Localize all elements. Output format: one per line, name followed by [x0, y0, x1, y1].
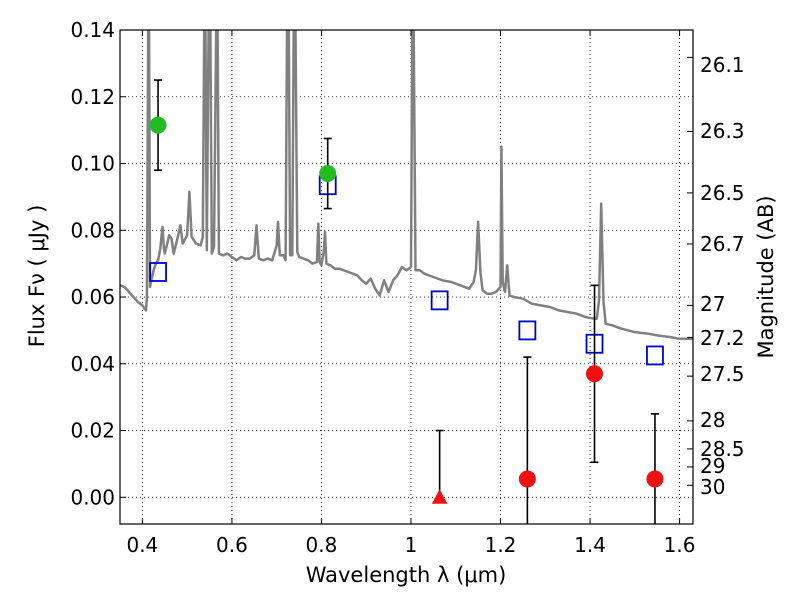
y2-tick-label: 28.5 — [700, 437, 745, 461]
x-tick-label: 1.6 — [664, 533, 696, 557]
model-photometry-marker — [646, 345, 664, 366]
model-photometry-marker — [518, 320, 537, 341]
y2-tick-label: 26.1 — [700, 53, 745, 77]
y-axis-label: Flux Fν ( μJy ) — [25, 205, 49, 348]
y-tick-label: 0.10 — [70, 152, 115, 176]
y2-tick-label: 27 — [700, 292, 725, 316]
spectrum-line — [120, 30, 693, 341]
axes: 0.4 0.6 0.8 1 1.2 1.4 1.6 0.00 0.02 0.04 0.06 0.08 0… — [70, 18, 744, 557]
upper-limit-marker — [431, 489, 448, 504]
y2-tick-label: 27.5 — [700, 362, 745, 386]
plot-frame — [119, 29, 694, 525]
y-tick-label: 0.12 — [70, 85, 115, 109]
y-tick-label: 0.06 — [70, 285, 115, 309]
x-tick-label: 0.6 — [216, 533, 248, 557]
model-photometry-marker — [430, 290, 449, 311]
y-tick-label: 0.02 — [70, 419, 115, 443]
x-axis-label: Wavelength λ (μm) — [306, 563, 507, 587]
y2-tick-label: 27.2 — [700, 326, 745, 350]
y-tick-label: 0.00 — [70, 485, 115, 509]
photometry-point — [586, 365, 604, 383]
y2-tick-label: 26.5 — [700, 181, 745, 205]
y-tick-label: 0.08 — [70, 218, 115, 242]
x-tick-label: 0.4 — [126, 533, 158, 557]
y2-axis-label: Magnitude (AB) — [754, 195, 778, 358]
x-tick-label: 1 — [405, 533, 418, 557]
y-tick-label: 0.14 — [70, 18, 115, 42]
x-tick-label: 0.8 — [306, 533, 338, 557]
x-tick-label: 1.2 — [485, 533, 517, 557]
x-tick-label: 1.4 — [574, 533, 606, 557]
photometry-point — [149, 116, 167, 134]
photometry-point — [646, 470, 664, 488]
y2-tick-label: 30 — [700, 475, 725, 499]
y-tick-label: 0.04 — [70, 352, 115, 376]
model-photometry-marker — [149, 262, 167, 282]
photometry-point — [518, 470, 536, 488]
y2-tick-label: 26.7 — [700, 232, 745, 256]
photometry-point — [319, 165, 337, 183]
y2-tick-label: 28 — [700, 408, 725, 432]
plot-area — [120, 30, 693, 524]
y2-tick-label: 29 — [700, 454, 725, 478]
y2-tick-label: 26.3 — [700, 119, 745, 143]
